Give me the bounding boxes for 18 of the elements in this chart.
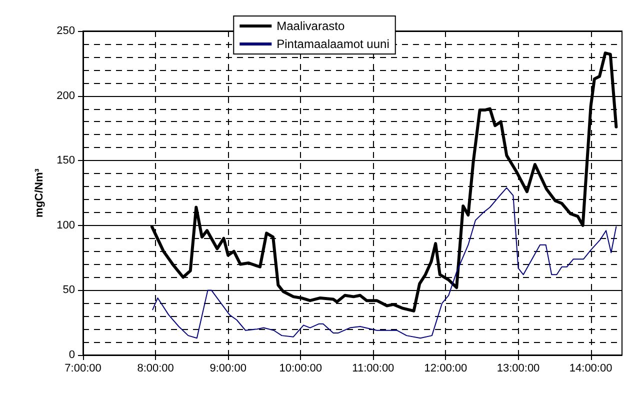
x-tick-label: 11:00:00: [352, 362, 394, 374]
y-tick-label: 200: [56, 90, 75, 102]
y-tick-label: 250: [56, 25, 75, 37]
legend-label: Pintamaalaamot uuni: [276, 37, 390, 51]
x-tick-label: 7:00:00: [64, 362, 102, 374]
x-tick-label: 8:00:00: [137, 362, 174, 374]
y-tick-label: 50: [62, 284, 75, 296]
x-tick-label: 10:00:00: [279, 362, 322, 374]
line-series: [152, 187, 617, 339]
x-tick-label: 14:00:00: [569, 362, 612, 374]
y-axis-title: mgC/Nm³: [34, 168, 46, 218]
x-tick-label: 9:00:00: [210, 362, 246, 374]
legend-label: Maalivarasto: [276, 19, 345, 33]
x-tick-label: 13:00:00: [496, 362, 540, 374]
y-tick-label: 150: [56, 154, 75, 167]
y-tick-label: 0: [68, 349, 75, 361]
x-tick-label: 12:00:00: [424, 362, 468, 374]
y-tick-label: 100: [56, 219, 75, 232]
